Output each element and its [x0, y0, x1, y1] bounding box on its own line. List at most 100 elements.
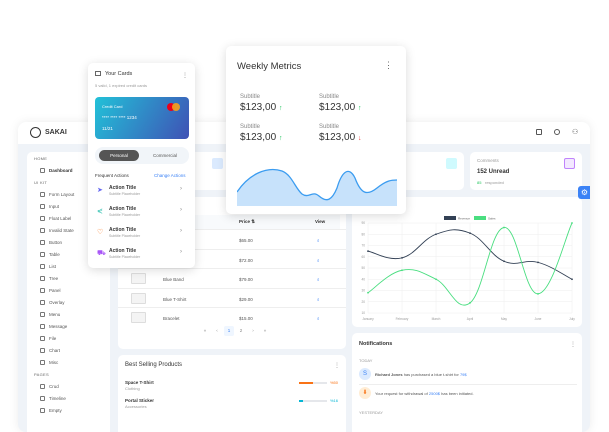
tab-personal[interactable]: Personal [99, 150, 139, 161]
sidebar-item[interactable]: Table [27, 248, 110, 260]
config-button[interactable]: ⚙ [578, 186, 590, 199]
mastercard-logo [167, 103, 175, 111]
page-button[interactable]: › [252, 328, 254, 333]
sidebar-item[interactable]: List [27, 260, 110, 272]
table-row: Bracelet $15.00 ⌕ [118, 307, 346, 327]
sidebar-item[interactable]: Misc [27, 356, 110, 368]
product-image [131, 292, 146, 304]
menu-icon [40, 395, 45, 401]
page-button[interactable]: 1 [224, 326, 234, 336]
sidebar-item[interactable]: Crud [27, 380, 110, 392]
data-point [367, 291, 369, 294]
share-icon: ⋞ [97, 208, 103, 215]
comments-highlight: 85 [477, 180, 482, 185]
search-icon[interactable]: ⌕ [317, 316, 320, 321]
sidebar-item[interactable]: Overlay [27, 296, 110, 308]
sidebar-item[interactable]: Button [27, 236, 110, 248]
page-button[interactable]: 2 [239, 328, 243, 333]
sidebar-item[interactable]: Tree [27, 272, 110, 284]
send-icon: ➤ [97, 187, 103, 194]
menu-icon [40, 251, 45, 257]
data-point [367, 250, 369, 253]
more-icon[interactable]: ⋮ [182, 73, 188, 79]
best-selling-card: Best Selling Products ⋮ Space T-Shirt Clo… [118, 355, 346, 432]
weekly-metrics-popup: Weekly Metrics ⋮ Subtitle $123,00 ↑ Subtit… [226, 46, 406, 214]
sidebar-item[interactable]: Form Layout [27, 188, 110, 200]
data-point [469, 301, 471, 304]
comments-sub: responded [485, 180, 504, 185]
change-actions-link[interactable]: Change Actions [154, 173, 186, 178]
sidebar-item[interactable]: Empty [27, 404, 110, 416]
y-tick-label: 50 [361, 266, 365, 270]
sidebar-item[interactable]: Menu [27, 308, 110, 320]
your-cards-popup: Your Cards ⋮ 5 valid, 1 expired credit c… [88, 63, 195, 268]
calendar-icon[interactable] [536, 129, 542, 135]
page-button[interactable]: » [263, 328, 267, 333]
sidebar-item[interactable]: Invalid State [27, 224, 110, 236]
sidebar-item[interactable]: Dashboard [27, 164, 110, 176]
menu-icon [40, 335, 45, 341]
notification-item[interactable]: Richard Jones has purchased a blue t-shi… [375, 372, 467, 377]
trend-up-icon: ↑ [278, 135, 283, 142]
data-point [503, 226, 505, 229]
data-point [571, 278, 573, 281]
more-icon[interactable]: ⋮ [334, 363, 340, 369]
cards-title: Your Cards [105, 71, 133, 77]
chevron-right-icon: › [180, 249, 182, 255]
sidebar-section: PAGES [34, 372, 49, 377]
yesterday-label: YESTERDAY [359, 410, 383, 415]
credit-card[interactable]: Credit Card **** **** **** 1234 11/21 [95, 97, 189, 139]
sidebar-item[interactable]: Chart [27, 344, 110, 356]
menu-icon [40, 299, 45, 305]
cart-icon: ⛟ [97, 250, 106, 257]
price-header[interactable]: Price ⇅ [239, 219, 256, 224]
search-icon[interactable]: ⌕ [317, 296, 320, 302]
y-tick-label: 20 [361, 300, 365, 304]
avatar: S [359, 368, 371, 380]
menu-icon [40, 275, 45, 281]
table-row: Blue T-Shirt $29.00 ⌕ [118, 287, 346, 308]
view-header: View [315, 219, 326, 224]
search-icon[interactable]: ⌕ [317, 238, 320, 243]
action-item[interactable]: ➤ Action Title Subtitle Placeholder › [97, 185, 182, 196]
data-point [401, 256, 403, 259]
sidebar-item[interactable]: Timeline [27, 392, 110, 404]
menu-icon [40, 239, 45, 245]
menu-icon [40, 203, 45, 209]
notification-item[interactable]: Your request for withdrawal of 2500$ has… [375, 391, 474, 396]
x-tick-label: April [467, 317, 474, 321]
user-icon[interactable]: ⚇ [572, 129, 579, 136]
metric: Subtitle $123,00 ↑ [240, 94, 283, 113]
more-icon[interactable]: ⋮ [570, 342, 576, 348]
card-expiry: 11/21 [102, 126, 113, 131]
comments-label: Comments [477, 158, 499, 163]
menu-icon [40, 323, 45, 329]
search-icon[interactable]: ⌕ [317, 257, 320, 263]
sidebar-item[interactable]: Message [27, 320, 110, 332]
progress-bar [299, 382, 327, 384]
action-item[interactable]: ♡ Action Title Subtitle Placeholder › [97, 227, 182, 238]
action-item[interactable]: ⋞ Action Title Subtitle Placeholder › [97, 206, 182, 217]
sidebar-item[interactable]: Panel [27, 284, 110, 296]
tab-commercial[interactable]: Commercial [152, 153, 177, 158]
sidebar-item[interactable]: Input [27, 200, 110, 212]
x-tick-label: January [362, 317, 374, 321]
page-button[interactable]: « [203, 328, 207, 333]
frequent-actions-label: Frequent Actions [95, 173, 129, 178]
x-tick-label: May [501, 317, 507, 321]
chevron-right-icon: › [180, 186, 182, 192]
more-icon[interactable]: ⋮ [384, 60, 393, 70]
sales-chart-card: 10 20 30 40 50 60 70 80 90 January February March Ap… [352, 197, 582, 327]
data-point [435, 278, 437, 281]
settings-icon[interactable] [554, 129, 560, 135]
data-point [401, 269, 403, 272]
card-number: **** **** **** 1234 [102, 115, 137, 120]
search-icon[interactable]: ⌕ [317, 277, 320, 282]
sidebar-item[interactable]: File [27, 332, 110, 344]
action-item[interactable]: ⛟ Action Title Subtitle Placeholder › [97, 248, 182, 259]
app-name: SAKAI [45, 129, 67, 136]
data-point [537, 261, 539, 264]
sidebar-item[interactable]: Float Label [27, 212, 110, 224]
page-button[interactable]: ‹ [216, 328, 218, 333]
sidebar-section: HOME [34, 156, 48, 161]
